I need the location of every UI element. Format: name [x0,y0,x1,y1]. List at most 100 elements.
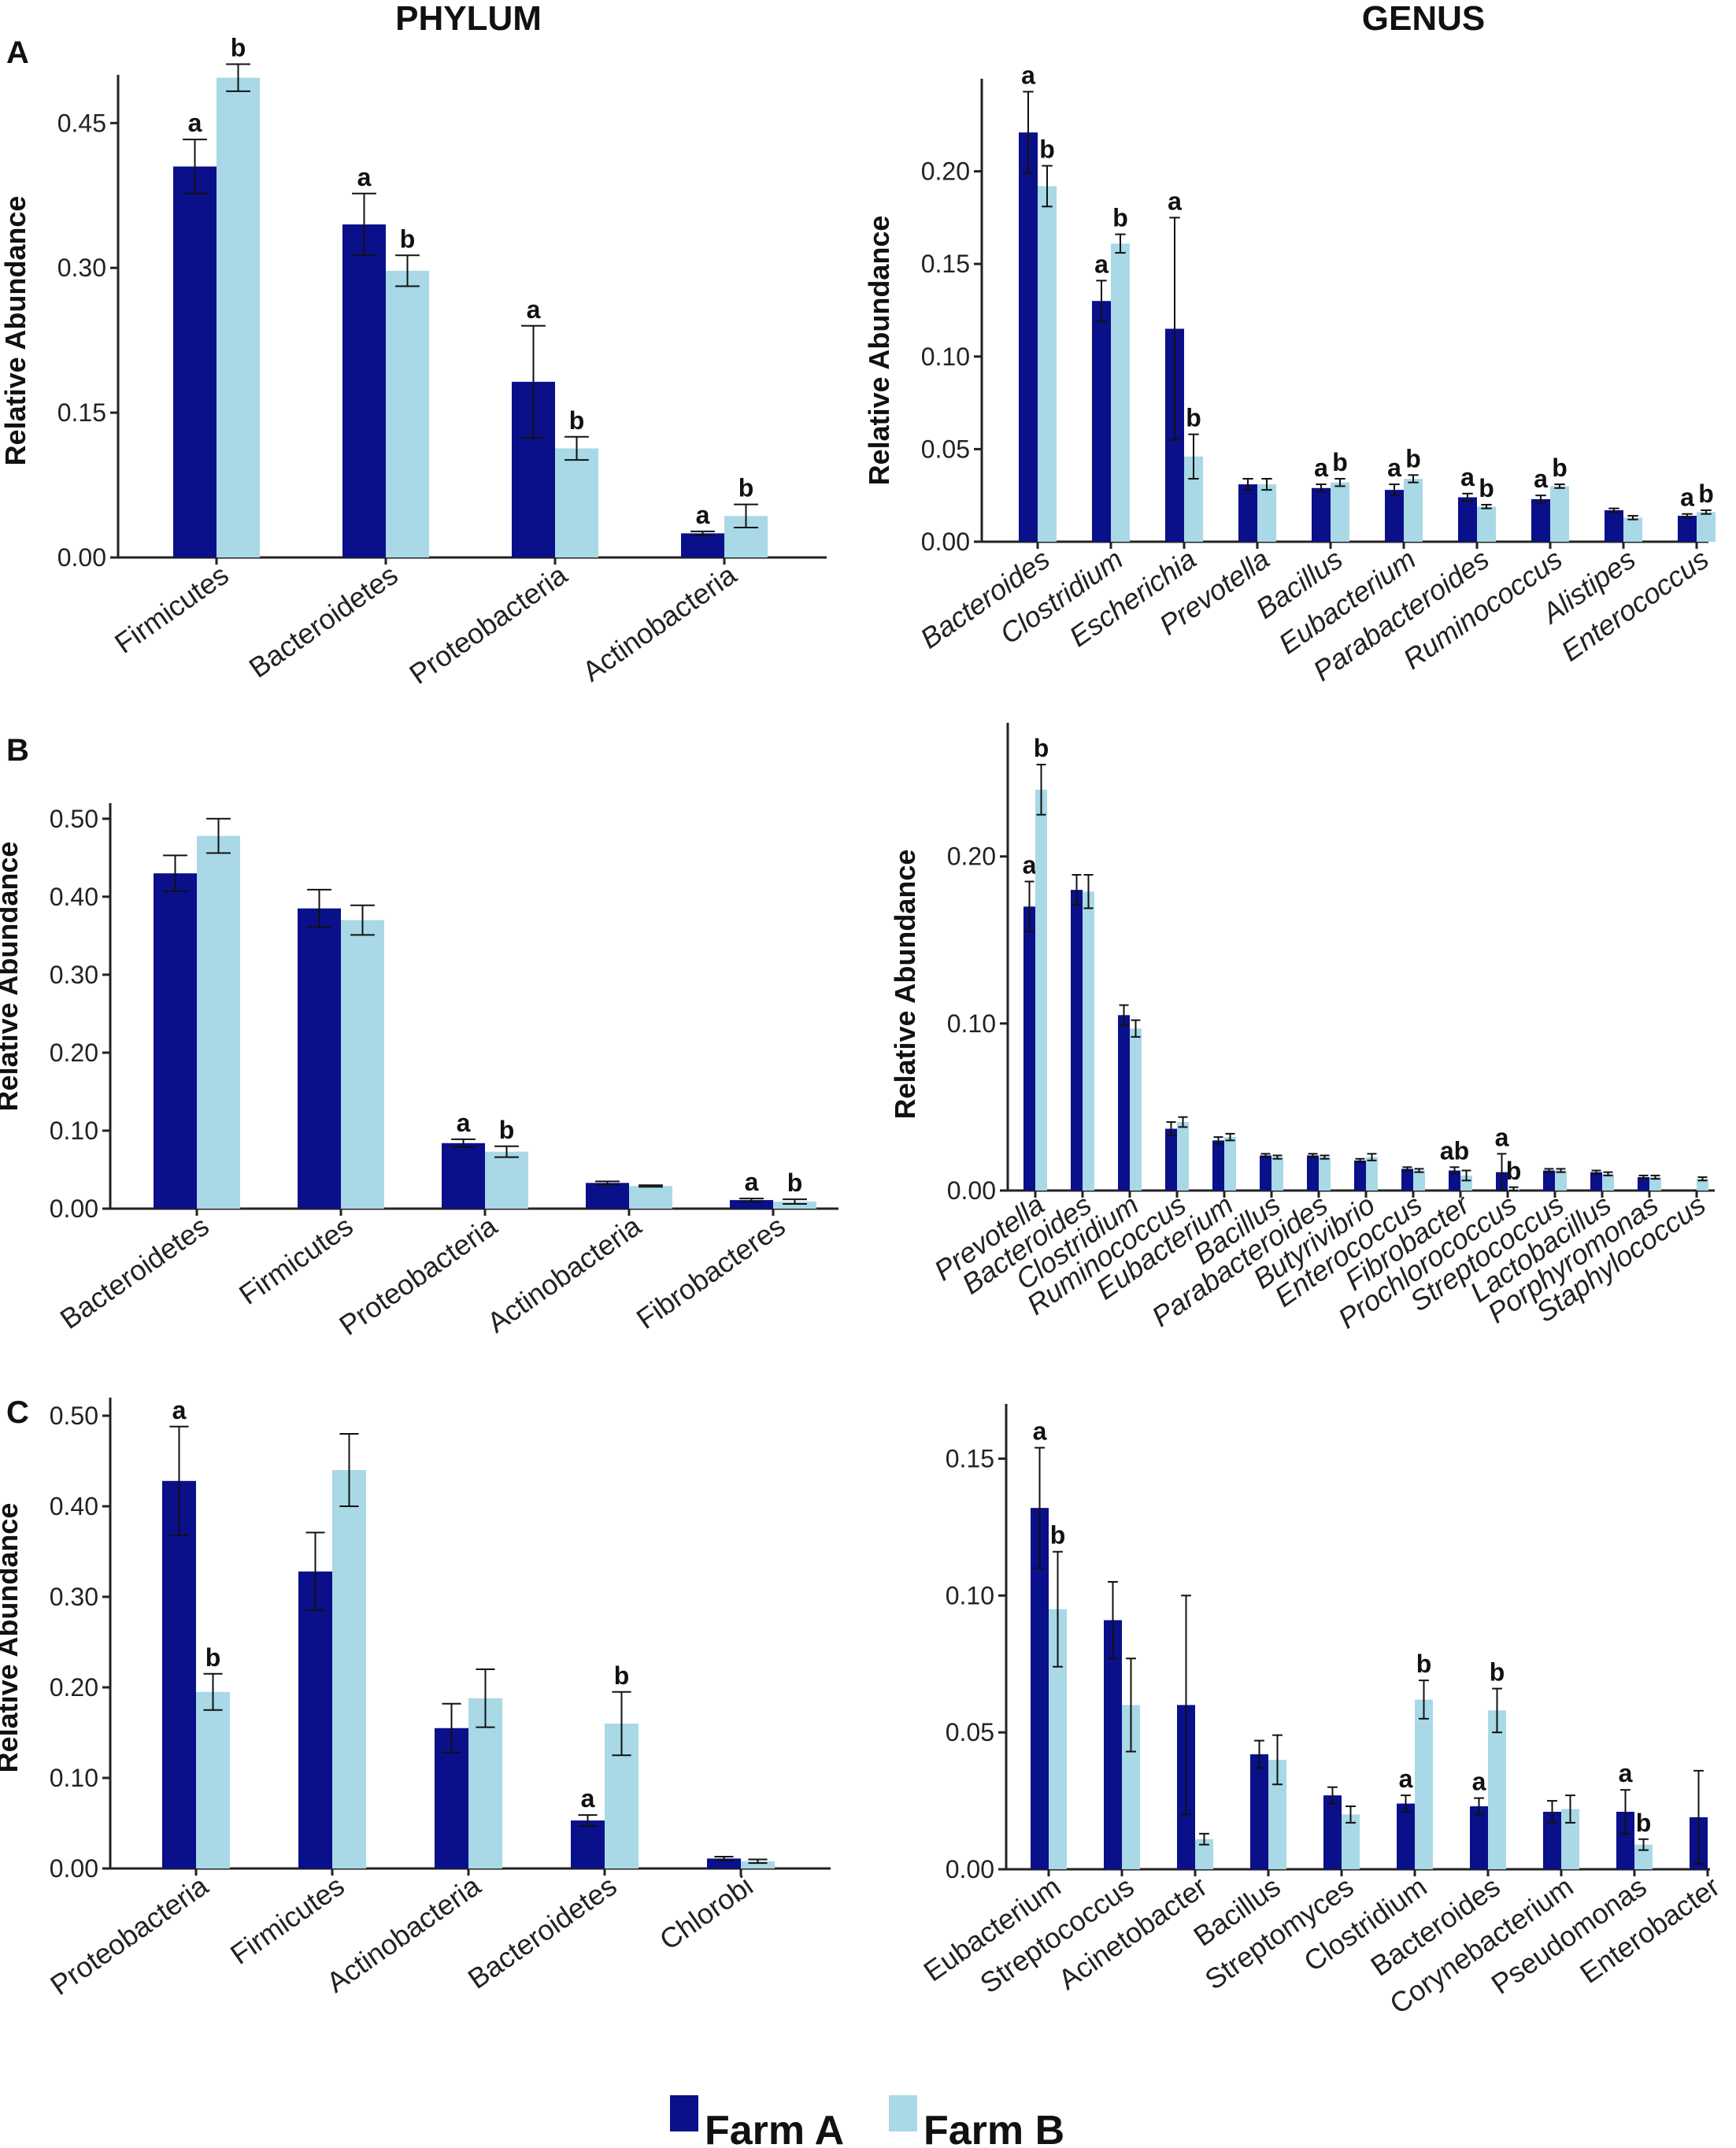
x-tick-label: Firmicutes [109,558,235,660]
bar-farm-a-bacillus [1312,487,1331,542]
bar-farm-a-streptococcus [1543,1170,1555,1191]
y-tick-label: 0.10 [946,1581,994,1609]
bar-farm-b-clostridium [1111,243,1130,542]
y-axis-title: Relative Abundance [889,850,921,1120]
bar-farm-a-parabacteroides [1307,1155,1319,1191]
bar-farm-a-enterococcus [1401,1168,1413,1191]
y-tick-label: 0.40 [50,883,98,911]
significance-label: a [1023,851,1037,880]
bar-farm-a-eubacterium [1212,1140,1224,1191]
significance-label: a [1399,1765,1413,1793]
significance-label: a [581,1784,595,1813]
significance-label: a [1472,1768,1486,1796]
bar-farm-a-bacteroides [1470,1806,1488,1869]
bar-farm-b-prevotella [1035,789,1047,1191]
significance-label: b [400,224,416,253]
bar-farm-a-firmicutes [173,166,217,557]
bar-farm-a-clostridium [1092,301,1111,542]
significance-label: a [1094,250,1109,278]
bar-farm-b-firmicutes [217,77,260,558]
x-tick-label: Proteobacteria [403,557,573,690]
significance-label: b [787,1168,803,1197]
significance-label: b [499,1116,515,1144]
bar-farm-b-ruminococcus [1177,1122,1189,1191]
significance-label: b [1490,1658,1505,1687]
bar-farm-a-pseudomonas [1616,1811,1634,1869]
legend-label-farm-b: Farm B [924,2108,1064,2148]
y-tick-label: 0.10 [50,1117,98,1145]
bar-farm-a-bacteroidetes [571,1820,605,1868]
x-tick-label: Bacteroidetes [243,558,404,684]
bar-farm-a-bacillus [1250,1754,1268,1869]
significance-label: a [1534,465,1548,493]
bar-farm-a-firmicutes [298,908,341,1209]
bar-farm-b-eubacterium [1049,1609,1067,1869]
significance-label: b [1034,734,1049,762]
bar-farm-a-porphyromonas [1638,1177,1649,1191]
significance-label: b [738,474,754,502]
bar-farm-b-eubacterium [1224,1137,1236,1191]
legend-label-farm-a: Farm A [705,2108,844,2148]
y-tick-label: 0.20 [50,1039,98,1067]
significance-label: a [1680,483,1694,512]
bar-farm-b-bacteroidetes [197,835,240,1209]
significance-label: a [172,1396,187,1424]
bar-farm-b-bacteroides [1038,186,1057,542]
y-tick-label: 0.30 [57,254,106,282]
y-tick-label: 0.00 [50,1194,98,1223]
bar-farm-b-streptococcus [1555,1170,1567,1191]
y-tick-label: 0.40 [50,1492,98,1520]
y-tick-label: 0.00 [947,1176,996,1205]
y-tick-label: 0.20 [50,1673,98,1702]
significance-label: b [1112,204,1128,232]
y-tick-label: 0.50 [50,805,98,833]
bar-farm-b-bacillus [1331,482,1349,542]
bar-farm-b-bacillus [1271,1157,1283,1191]
x-tick-label: Chlorobi [653,1869,758,1956]
significance-label: b [1405,444,1421,472]
bar-farm-b-acinetobacter [1195,1839,1213,1869]
x-tick-label: Firmicutes [233,1209,359,1311]
bar-farm-a-actinobacteria [681,533,724,557]
x-tick-label: Firmicutes [224,1869,350,1971]
column-header-phylum: PHYLUM [395,0,542,38]
bar-farm-a-streptococcus [1104,1620,1122,1869]
y-tick-label: 0.10 [921,343,970,371]
x-tick-label: Actinobacteria [481,1209,647,1339]
y-tick-label: 0.45 [57,109,106,137]
bar-farm-b-clostridium [1415,1699,1433,1869]
bar-farm-b-actinobacteria [629,1186,672,1209]
significance-label: b [1698,480,1714,508]
bar-farm-b-alistipes [1623,517,1642,542]
significance-label: a [1033,1417,1047,1446]
y-tick-label: 0.05 [946,1718,994,1746]
y-tick-label: 0.05 [921,435,970,463]
significance-label: b [1186,404,1201,432]
bar-farm-b-staphylococcus [1697,1179,1708,1191]
significance-label: b [1332,448,1348,476]
bar-farm-b-eubacterium [1404,479,1423,542]
bar-farm-b-bacteroides [1083,891,1094,1191]
bar-farm-a-butyrivibrio [1354,1160,1366,1191]
significance-label: a [527,295,541,324]
y-tick-label: 0.00 [50,1854,98,1883]
significance-label: a [696,501,710,529]
bar-farm-a-corynebacterium [1543,1811,1561,1869]
bar-farm-b-parabacteroides [1319,1157,1331,1191]
bar-farm-a-bacteroidetes [342,224,386,557]
x-tick-label: Bacteroidetes [462,1869,623,1995]
bar-farm-b-ruminococcus [1550,486,1569,542]
significance-label: a [1387,454,1401,482]
significance-label: b [1479,474,1494,502]
y-tick-label: 0.15 [57,398,106,427]
bar-farm-b-parabacteroides [1477,506,1496,542]
significance-label: b [205,1643,221,1672]
bar-farm-a-streptomyces [1323,1795,1342,1869]
y-tick-label: 0.30 [50,1583,98,1611]
y-tick-label: 0.00 [946,1855,994,1883]
bar-farm-a-firmicutes [298,1571,332,1868]
bar-farm-b-enterococcus [1413,1170,1425,1191]
x-tick-label: Proteobacteria [44,1868,214,2001]
